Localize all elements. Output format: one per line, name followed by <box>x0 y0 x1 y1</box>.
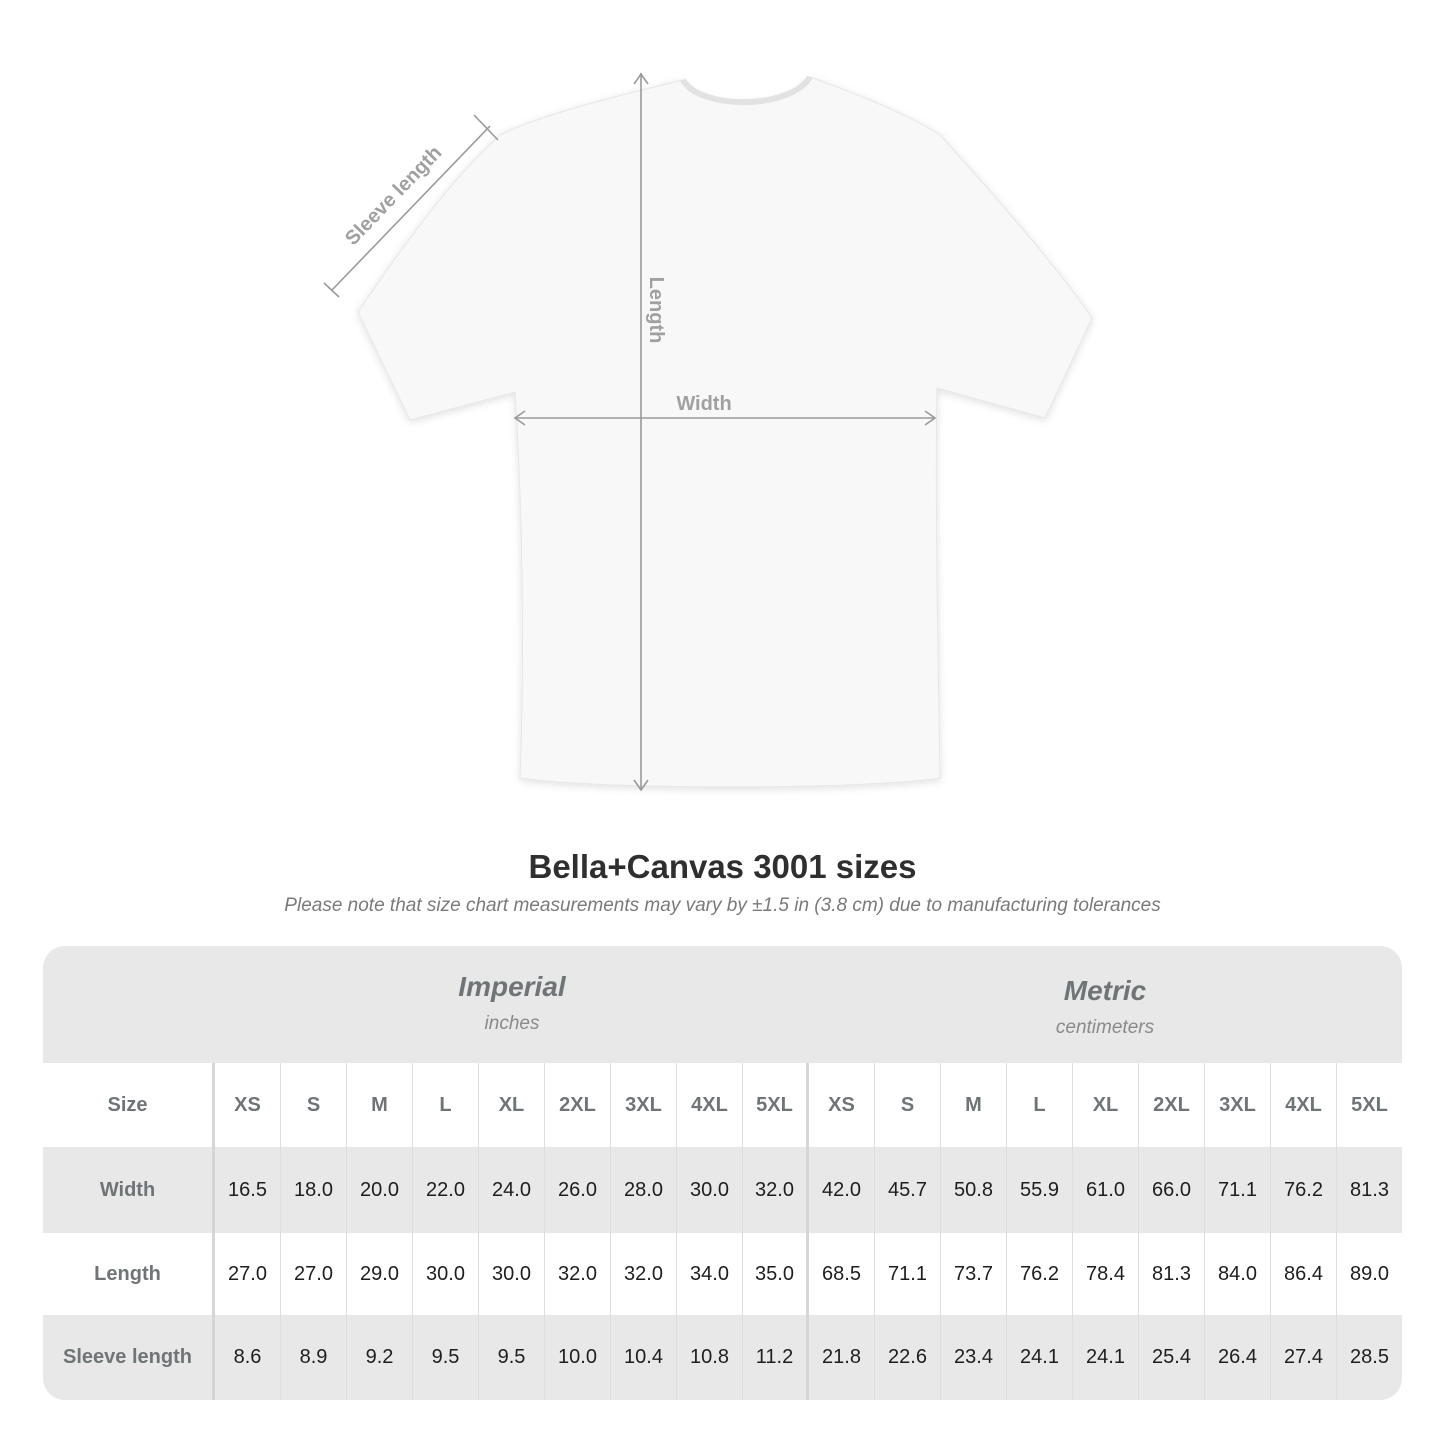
metric-value-cell: 76.2 <box>1271 1147 1337 1233</box>
metric-value-cell: 89.0 <box>1350 1262 1389 1285</box>
imperial-value-cell: 27.0 <box>215 1233 281 1315</box>
metric-value-cell: 27.4 <box>1271 1315 1337 1400</box>
metric-value-cell: 76.2 <box>1007 1233 1073 1315</box>
metric-value-cell: 61.0 <box>1073 1147 1139 1233</box>
size-imperial-header: M <box>347 1063 413 1147</box>
metric-value-cell: 25.4 <box>1139 1315 1205 1400</box>
imperial-value-cell: 20.0 <box>347 1147 413 1233</box>
metric-value-cell: 45.7 <box>875 1147 941 1233</box>
chart-title: Bella+Canvas 3001 sizes <box>528 848 917 885</box>
imperial-value-cell: 16.5 <box>215 1147 281 1233</box>
metric-value-cell: 68.5 <box>809 1233 875 1315</box>
size-metric-header: S <box>875 1063 941 1147</box>
length-label: Length <box>645 277 667 344</box>
tshirt-diagram: Sleeve length Length Width <box>323 72 1093 792</box>
row-label: Length <box>43 1233 215 1315</box>
size-imperial-header: 3XL <box>611 1063 677 1147</box>
imperial-value-cell: 22.0 <box>413 1147 479 1233</box>
metric-value-cell: 24.1 <box>1073 1315 1139 1400</box>
table-row: Sleeve length 8.6 8.9 9.2 9.5 9.5 10.0 10.4 10.8… <box>43 1315 1402 1400</box>
imperial-value-cell: 30.0 <box>479 1233 545 1315</box>
metric-value-cell: 50.8 <box>941 1147 1007 1233</box>
metric-value-cell: 71.1 <box>875 1233 941 1315</box>
size-imperial-header: S <box>281 1063 347 1147</box>
metric-value-cell: 81.3 <box>1139 1233 1205 1315</box>
imperial-value-cell: 35.0 <box>743 1233 809 1315</box>
size-metric-header: XS <box>809 1063 875 1147</box>
imperial-value-cell: 9.5 <box>479 1315 545 1400</box>
size-metric-header: 2XL <box>1139 1063 1205 1147</box>
size-metric-header: L <box>1007 1063 1073 1147</box>
table-row: Length 27.0 27.0 29.0 30.0 30.0 32.0 32.0 34.0 35… <box>43 1233 1402 1315</box>
imperial-value-cell: 32.0 <box>545 1233 611 1315</box>
imperial-value-cell: 10.4 <box>611 1315 677 1400</box>
measure-lines <box>323 72 937 792</box>
row-label: Sleeve length <box>43 1315 215 1400</box>
row-label: Width <box>43 1147 215 1233</box>
metric-value-cell: 84.0 <box>1205 1233 1271 1315</box>
row-label: Size <box>43 1063 215 1147</box>
size-imperial-header: XS <box>215 1063 281 1147</box>
imperial-header: Imperial inches <box>215 946 809 1063</box>
imperial-value-cell: 10.0 <box>545 1315 611 1400</box>
metric-value-cell: 21.8 <box>809 1315 875 1400</box>
metric-value-cell: 55.9 <box>1007 1147 1073 1233</box>
collar <box>680 75 813 106</box>
metric-unit: centimeters <box>1055 1017 1155 1038</box>
metric-value-cell: 78.4 <box>1073 1233 1139 1315</box>
imperial-value-cell: 29.0 <box>347 1233 413 1315</box>
imperial-value-cell: 28.0 <box>611 1147 677 1233</box>
metric-value-cell: 23.4 <box>941 1315 1007 1400</box>
imperial-value-cell: 10.8 <box>677 1315 743 1400</box>
size-imperial-header: 4XL <box>677 1063 743 1147</box>
size-header-row: Size XS S M L XL 2XL 3XL 4XL 5XL XS S M L XL 2XL 3XL 4XL 5… <box>43 1063 1402 1147</box>
chart-subtitle: Please note that size chart measurements… <box>284 895 1161 916</box>
imperial-value-cell: 30.0 <box>677 1147 743 1233</box>
imperial-unit: inches <box>484 1013 540 1034</box>
metric-value-cell: 73.7 <box>941 1233 1007 1315</box>
table-row: Width 16.5 18.0 20.0 22.0 24.0 26.0 28.0 30.0 32.… <box>43 1147 1402 1233</box>
metric-value-cell: 22.6 <box>875 1315 941 1400</box>
imperial-value-cell: 27.0 <box>281 1233 347 1315</box>
size-table: Imperial inches Metric centimeters Size X… <box>43 946 1402 1400</box>
metric-value-cell: 26.4 <box>1205 1315 1271 1400</box>
metric-value-cell: 71.1 <box>1205 1147 1271 1233</box>
imperial-value-cell: 24.0 <box>479 1147 545 1233</box>
metric-header: Metric centimeters <box>808 946 1402 1063</box>
metric-value-cell: 24.1 <box>1007 1315 1073 1400</box>
size-imperial-header: 5XL <box>743 1063 809 1147</box>
imperial-value-cell: 11.2 <box>743 1315 809 1400</box>
metric-value-cell: 28.5 <box>1350 1346 1389 1368</box>
metric-value-cell: 86.4 <box>1271 1233 1337 1315</box>
imperial-value-cell: 18.0 <box>281 1147 347 1233</box>
metric-value-cell: 81.3 <box>1350 1178 1389 1201</box>
imperial-value-cell: 26.0 <box>545 1147 611 1233</box>
imperial-value-cell: 34.0 <box>677 1233 743 1315</box>
imperial-value-cell: 30.0 <box>413 1233 479 1315</box>
imperial-value-cell: 9.5 <box>413 1315 479 1400</box>
size-metric-header: 5XL <box>1351 1093 1388 1116</box>
metric-value-cell: 66.0 <box>1139 1147 1205 1233</box>
imperial-value-cell: 32.0 <box>611 1233 677 1315</box>
size-metric-header: 3XL <box>1205 1063 1271 1147</box>
imperial-value-cell: 32.0 <box>743 1147 809 1233</box>
size-metric-header: M <box>941 1063 1007 1147</box>
imperial-value-cell: 8.9 <box>281 1315 347 1400</box>
size-metric-header: XL <box>1073 1063 1139 1147</box>
size-imperial-header: 2XL <box>545 1063 611 1147</box>
metric-value-cell: 42.0 <box>809 1147 875 1233</box>
metric-title: Metric <box>1063 975 1147 1006</box>
imperial-value-cell: 8.6 <box>215 1315 281 1400</box>
size-metric-header: 4XL <box>1271 1063 1337 1147</box>
tshirt-shape <box>357 76 1093 788</box>
size-imperial-header: L <box>413 1063 479 1147</box>
imperial-value-cell: 9.2 <box>347 1315 413 1400</box>
imperial-title: Imperial <box>458 971 566 1002</box>
size-imperial-header: XL <box>479 1063 545 1147</box>
width-label: Width <box>676 393 731 415</box>
